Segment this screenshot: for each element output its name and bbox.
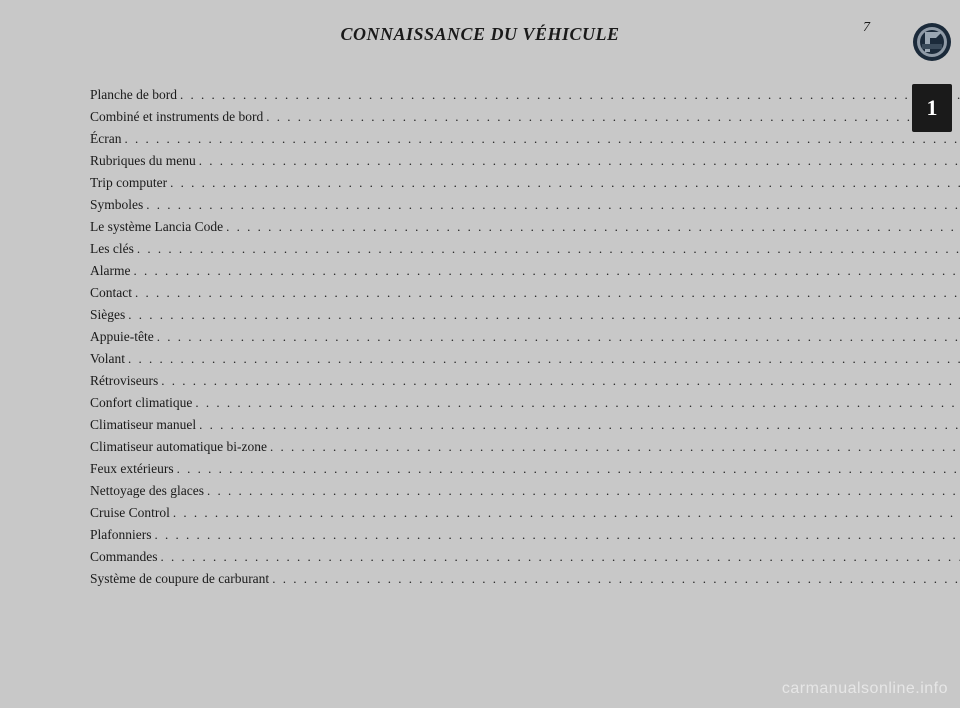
toc-column-left: Planche de bord. . . . . . . . . . . . .… xyxy=(90,88,960,594)
toc-leader-dots: . . . . . . . . . . . . . . . . . . . . … xyxy=(196,418,960,431)
toc-row: Feux extérieurs. . . . . . . . . . . . .… xyxy=(90,462,960,476)
toc-leader-dots: . . . . . . . . . . . . . . . . . . . . … xyxy=(177,88,960,101)
toc-leader-dots: . . . . . . . . . . . . . . . . . . . . … xyxy=(134,242,960,255)
toc-label: Climatiseur manuel xyxy=(90,418,196,432)
toc-leader-dots: . . . . . . . . . . . . . . . . . . . . … xyxy=(152,528,960,541)
toc-row: Écran. . . . . . . . . . . . . . . . . .… xyxy=(90,132,960,146)
toc-leader-dots: . . . . . . . . . . . . . . . . . . . . … xyxy=(154,330,960,343)
toc-leader-dots: . . . . . . . . . . . . . . . . . . . . … xyxy=(196,154,960,167)
toc-leader-dots: . . . . . . . . . . . . . . . . . . . . … xyxy=(269,572,960,585)
toc-label: Plafonniers xyxy=(90,528,152,542)
toc-label: Rubriques du menu xyxy=(90,154,196,168)
lancia-logo-icon xyxy=(912,22,952,62)
toc-label: Symboles xyxy=(90,198,143,212)
toc-leader-dots: . . . . . . . . . . . . . . . . . . . . … xyxy=(143,198,960,211)
toc-leader-dots: . . . . . . . . . . . . . . . . . . . . … xyxy=(130,264,960,277)
toc-leader-dots: . . . . . . . . . . . . . . . . . . . . … xyxy=(125,308,960,321)
toc-label: Les clés xyxy=(90,242,134,256)
toc-row: Contact. . . . . . . . . . . . . . . . .… xyxy=(90,286,960,300)
toc-row: Sièges. . . . . . . . . . . . . . . . . … xyxy=(90,308,960,322)
toc-label: Cruise Control xyxy=(90,506,170,520)
toc-label: Appuie-tête xyxy=(90,330,154,344)
toc-leader-dots: . . . . . . . . . . . . . . . . . . . . … xyxy=(204,484,960,497)
toc-label: Confort climatique xyxy=(90,396,192,410)
toc-label: Contact xyxy=(90,286,132,300)
toc-leader-dots: . . . . . . . . . . . . . . . . . . . . … xyxy=(167,176,960,189)
toc-label: Planche de bord xyxy=(90,88,177,102)
toc-label: Le système Lancia Code xyxy=(90,220,223,234)
toc-label: Combiné et instruments de bord xyxy=(90,110,263,124)
toc-label: Système de coupure de carburant xyxy=(90,572,269,586)
toc-label: Sièges xyxy=(90,308,125,322)
toc-row: Climatiseur manuel. . . . . . . . . . . … xyxy=(90,418,960,432)
toc-leader-dots: . . . . . . . . . . . . . . . . . . . . … xyxy=(158,374,960,387)
toc-leader-dots: . . . . . . . . . . . . . . . . . . . . … xyxy=(223,220,960,233)
toc-leader-dots: . . . . . . . . . . . . . . . . . . . . … xyxy=(192,396,960,409)
toc-columns: Planche de bord. . . . . . . . . . . . .… xyxy=(90,88,870,594)
toc-row: Rubriques du menu. . . . . . . . . . . .… xyxy=(90,154,960,168)
section-number: 1 xyxy=(927,95,938,121)
page-title: CONNAISSANCE DU VÉHICULE xyxy=(340,24,619,45)
toc-label: Climatiseur automatique bi-zone xyxy=(90,440,267,454)
toc-leader-dots: . . . . . . . . . . . . . . . . . . . . … xyxy=(174,462,960,475)
toc-row: Trip computer. . . . . . . . . . . . . .… xyxy=(90,176,960,190)
toc-row: Plafonniers. . . . . . . . . . . . . . .… xyxy=(90,528,960,542)
page-header: CONNAISSANCE DU VÉHICULE 7 xyxy=(90,16,870,52)
toc-row: Le système Lancia Code. . . . . . . . . … xyxy=(90,220,960,234)
toc-row: Système de coupure de carburant. . . . .… xyxy=(90,572,960,586)
toc-row: Symboles. . . . . . . . . . . . . . . . … xyxy=(90,198,960,212)
page-edge: 1 xyxy=(904,0,960,708)
toc-label: Commandes xyxy=(90,550,158,564)
toc-label: Écran xyxy=(90,132,121,146)
toc-row: Appuie-tête. . . . . . . . . . . . . . .… xyxy=(90,330,960,344)
manual-page: CONNAISSANCE DU VÉHICULE 7 Planche de bo… xyxy=(90,16,870,692)
toc-leader-dots: . . . . . . . . . . . . . . . . . . . . … xyxy=(158,550,960,563)
toc-row: Combiné et instruments de bord. . . . . … xyxy=(90,110,960,124)
toc-leader-dots: . . . . . . . . . . . . . . . . . . . . … xyxy=(267,440,960,453)
toc-leader-dots: . . . . . . . . . . . . . . . . . . . . … xyxy=(263,110,960,123)
toc-row: Les clés. . . . . . . . . . . . . . . . … xyxy=(90,242,960,256)
toc-row: Cruise Control. . . . . . . . . . . . . … xyxy=(90,506,960,520)
toc-leader-dots: . . . . . . . . . . . . . . . . . . . . … xyxy=(170,506,960,519)
toc-row: Climatiseur automatique bi-zone. . . . .… xyxy=(90,440,960,454)
toc-label: Feux extérieurs xyxy=(90,462,174,476)
toc-row: Volant. . . . . . . . . . . . . . . . . … xyxy=(90,352,960,366)
toc-row: Planche de bord. . . . . . . . . . . . .… xyxy=(90,88,960,102)
toc-label: Trip computer xyxy=(90,176,167,190)
watermark-text: carmanualsonline.info xyxy=(782,680,948,698)
toc-label: Rétroviseurs xyxy=(90,374,158,388)
toc-leader-dots: . . . . . . . . . . . . . . . . . . . . … xyxy=(121,132,960,145)
toc-label: Volant xyxy=(90,352,125,366)
page-number: 7 xyxy=(863,20,870,36)
toc-row: Confort climatique. . . . . . . . . . . … xyxy=(90,396,960,410)
toc-row: Alarme. . . . . . . . . . . . . . . . . … xyxy=(90,264,960,278)
toc-row: Commandes. . . . . . . . . . . . . . . .… xyxy=(90,550,960,564)
toc-leader-dots: . . . . . . . . . . . . . . . . . . . . … xyxy=(125,352,960,365)
section-thumb-tab: 1 xyxy=(912,84,952,132)
toc-label: Alarme xyxy=(90,264,130,278)
toc-label: Nettoyage des glaces xyxy=(90,484,204,498)
toc-row: Nettoyage des glaces. . . . . . . . . . … xyxy=(90,484,960,498)
toc-leader-dots: . . . . . . . . . . . . . . . . . . . . … xyxy=(132,286,960,299)
toc-row: Rétroviseurs. . . . . . . . . . . . . . … xyxy=(90,374,960,388)
